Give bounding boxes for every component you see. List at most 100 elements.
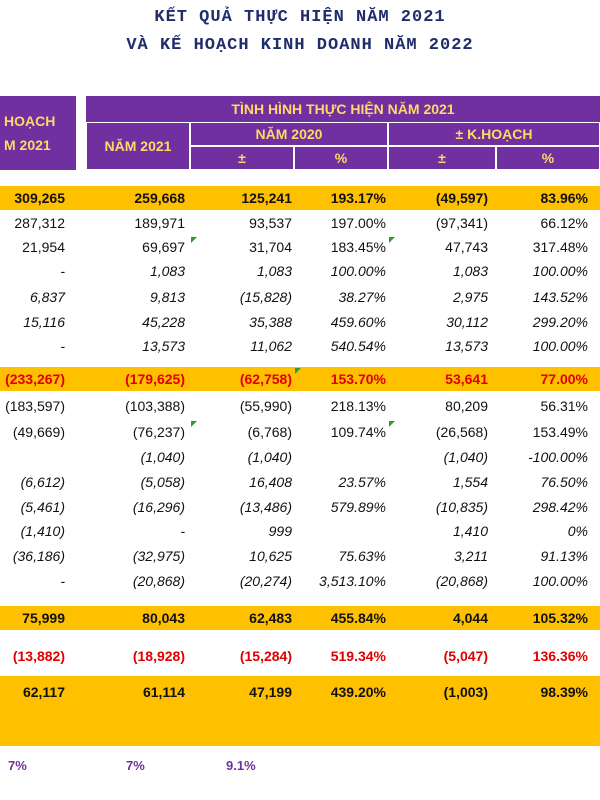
cell-2020-pct: 183.45% [330,239,386,255]
cell-nam-2021: (5,058) [140,474,185,490]
cell-kh-pct: 0% [567,523,588,539]
cell-ke-hoach: (13,882) [12,648,65,664]
comment-marker [295,368,301,374]
table-row: 287,312 189,971 93,537 197.00% (97,341) … [0,212,600,234]
cell-nam-2021: 9,813 [149,289,185,305]
cell-kh-pct: 153.49% [532,424,588,440]
table-row: 75,999 80,043 62,483 455.84% 4,044 105.3… [0,607,600,629]
table-row: 6,837 9,813 (15,828) 38.27% 2,975 143.52… [0,286,600,308]
cell-2020-pct: 75.63% [338,548,386,564]
cell-ke-hoach: - [60,573,65,589]
table-row: 15,116 45,228 35,388 459.60% 30,112 299.… [0,311,600,333]
cell-2020-diff: 31,704 [249,239,292,255]
cell-2020-diff: 62,483 [249,610,292,626]
report-title-line1: KẾT QUẢ THỰC HIỆN NĂM 2021 [154,8,446,27]
cell-nam-2021: (103,388) [125,398,185,414]
table-row: (6,612) (5,058) 16,408 23.57% 1,554 76.5… [0,471,600,493]
cell-ke-hoach: (49,669) [12,424,65,440]
table-row: (49,669) (76,237) (6,768) 109.74% (26,56… [0,421,600,443]
cell-2020-pct: 38.27% [338,289,386,305]
cell-2020-diff: (20,274) [239,573,292,589]
cell-kh-pct: -100.00% [528,449,588,465]
cell-2020-pct: 153.70% [330,371,386,387]
cell-kh-pct: 299.20% [532,314,588,330]
cell-2020-pct: 109.74% [330,424,386,440]
cell-kh-pct: 66.12% [540,215,588,231]
cell-kh-pct: 56.31% [540,398,588,414]
highlight-bar-ebt [0,606,600,630]
cell-2020-diff: (62,758) [239,371,292,387]
cell-2020-diff: 999 [268,523,292,539]
cell-nam-2021: 61,114 [142,684,185,700]
cell-ke-hoach: (1,410) [20,523,65,539]
cell-2020-pct: 439.20% [330,684,386,700]
footer-ke-hoach-rate: 7% [8,758,27,773]
cell-kh-diff: 1,554 [452,474,488,490]
cell-ke-hoach: (5,461) [20,499,65,515]
comment-marker [191,421,197,427]
cell-2020-pct: 455.84% [330,610,386,626]
cell-kh-pct: 100.00% [532,573,588,589]
header-kh-diff: ± [388,146,496,170]
cell-kh-pct: 298.42% [532,499,588,515]
cell-kh-diff: 13,573 [445,338,488,354]
cell-ke-hoach: (6,612) [20,474,65,490]
cell-kh-diff: 30,112 [446,314,488,330]
cell-nam-2021: 13,573 [142,338,185,354]
cell-ke-hoach: (233,267) [5,371,65,387]
header-2020-diff: ± [190,146,294,170]
cell-ke-hoach: 6,837 [29,289,65,305]
cell-nam-2021: 69,697 [142,239,185,255]
cell-ke-hoach: 287,312 [14,215,65,231]
cell-2020-diff: (15,284) [239,648,292,664]
table-row: 62,117 61,114 47,199 439.20% (1,003) 98.… [0,681,600,703]
cell-ke-hoach: 62,117 [22,684,65,700]
cell-2020-diff: (13,486) [239,499,292,515]
cell-kh-pct: 136.36% [532,648,588,664]
table-row: - 13,573 11,062 540.54% 13,573 100.00% [0,335,600,357]
report-title-line2: VÀ KẾ HOẠCH KINH DOANH NĂM 2022 [126,36,474,55]
table-row: - 1,083 1,083 100.00% 1,083 100.00% [0,260,600,282]
header-ke-hoach-line1: HOẠCH [4,113,56,129]
highlight-bar-profit [0,676,600,746]
cell-kh-pct: 100.00% [532,338,588,354]
cell-2020-diff: 1,083 [256,263,292,279]
cell-2020-pct: 459.60% [330,314,386,330]
highlight-bar-revenue [0,186,600,210]
cell-2020-pct: 218.13% [330,398,386,414]
cell-nam-2021: (76,237) [132,424,185,440]
cell-2020-pct: 23.57% [338,474,386,490]
cell-nam-2021: 189,971 [134,215,185,231]
header-nam-2020: NĂM 2020 [190,122,388,146]
cell-nam-2021: - [180,523,185,539]
footer-nam2020-rate: 9.1% [226,758,256,773]
cell-ke-hoach: 309,265 [14,190,65,206]
cell-2020-diff: 47,199 [249,684,292,700]
table-row: (233,267) (179,625) (62,758) 153.70% 53,… [0,368,600,390]
cell-kh-diff: 47,743 [445,239,488,255]
cell-nam-2021: (18,928) [132,648,185,664]
cell-kh-pct: 76.50% [540,474,588,490]
header-2020-pct: % [294,146,388,170]
cell-ke-hoach: 21,954 [22,239,65,255]
cell-nam-2021: (1,040) [140,449,185,465]
cell-kh-diff: 80,209 [445,398,488,414]
cell-2020-pct: 3,513.10% [319,573,386,589]
cell-2020-pct: 579.89% [330,499,386,515]
cell-ke-hoach: - [60,338,65,354]
table-row: (5,461) (16,296) (13,486) 579.89% (10,83… [0,496,600,518]
footer-nam2021-rate: 7% [126,758,145,773]
cell-nam-2021: (20,868) [132,573,185,589]
cell-2020-pct: 519.34% [330,648,386,664]
cell-kh-pct: 91.13% [540,548,588,564]
cell-ke-hoach: - [60,263,65,279]
cell-kh-pct: 98.39% [540,684,588,700]
cell-nam-2021: (179,625) [125,371,185,387]
cell-2020-diff: 11,062 [250,338,292,354]
cell-ke-hoach: 15,116 [23,314,65,330]
comment-marker [389,421,395,427]
table-row: (1,040) (1,040) (1,040) -100.00% [0,446,600,468]
table-row: (36,186) (32,975) 10,625 75.63% 3,211 91… [0,545,600,567]
cell-nam-2021: 1,083 [149,263,185,279]
cell-2020-diff: (6,768) [247,424,292,440]
